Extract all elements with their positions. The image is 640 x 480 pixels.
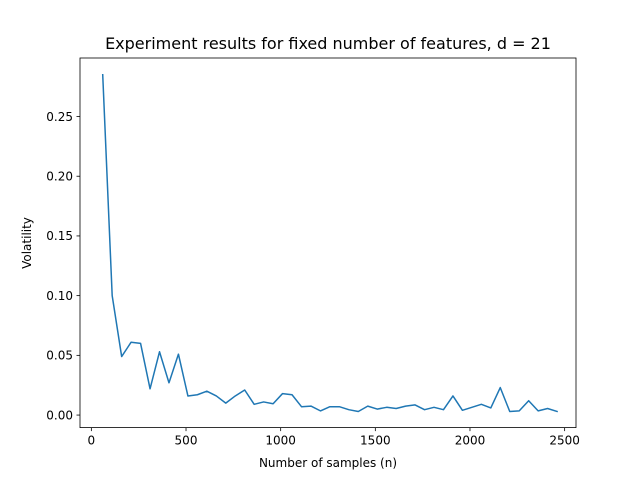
x-tick-label: 1500: [360, 434, 391, 448]
x-tick-label: 2000: [455, 434, 486, 448]
series-layer: [101, 73, 559, 413]
y-axis-label: Volatility: [20, 217, 34, 269]
series-line-0: [101, 73, 559, 413]
plot-frame: [79, 57, 577, 429]
y-tick-label: 0.25: [46, 110, 73, 124]
chart-title: Experiment results for fixed number of f…: [105, 34, 551, 53]
x-axis-label: Number of samples (n): [259, 456, 397, 470]
x-tick-label: 1000: [265, 434, 296, 448]
y-tick-label: 0.15: [46, 229, 73, 243]
y-tick-label: 0.20: [46, 170, 73, 184]
y-tick-label: 0.10: [46, 289, 73, 303]
y-axis-ticks: 0.00 0.05 0.10 0.15 0.20 0.25: [46, 110, 80, 422]
y-tick-label: 0.05: [46, 349, 73, 363]
x-tick-label: 2500: [549, 434, 580, 448]
x-axis-ticks: 0 500 1000 1500 2000 2500: [88, 427, 580, 448]
x-tick-label: 0: [88, 434, 96, 448]
x-tick-label: 500: [175, 434, 198, 448]
y-tick-label: 0.00: [46, 408, 73, 422]
